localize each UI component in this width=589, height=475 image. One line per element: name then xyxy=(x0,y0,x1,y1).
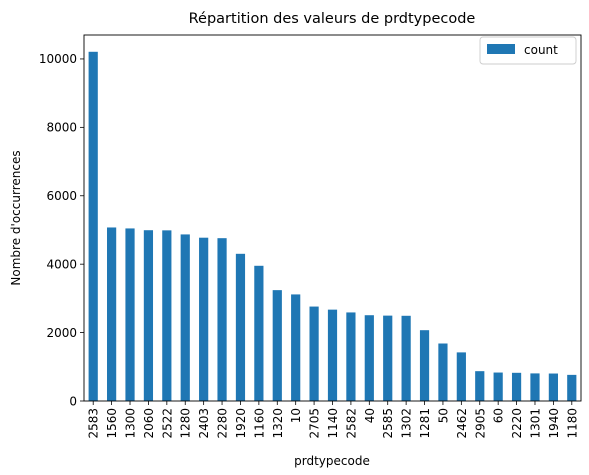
chart-title: Répartition des valeurs de prdtypecode xyxy=(189,11,476,27)
bar-10 xyxy=(291,294,301,401)
y-axis-label: Nombre d'occurrences xyxy=(9,150,23,285)
x-tick-label: 1280 xyxy=(179,408,193,439)
x-tick-label: 1140 xyxy=(326,408,340,439)
bar-2462 xyxy=(456,352,466,401)
x-tick-label: 50 xyxy=(436,408,450,423)
bar-60 xyxy=(493,372,503,401)
x-tick-label: 1281 xyxy=(418,408,432,439)
bar-1280 xyxy=(180,234,190,401)
bar-1920 xyxy=(235,253,246,401)
bar-2280 xyxy=(217,238,227,401)
bar-2220 xyxy=(511,372,522,401)
plot-frame xyxy=(83,34,582,402)
x-tick-label: 60 xyxy=(492,408,506,423)
y-tick-label: 0 xyxy=(69,394,77,408)
y-tick-label: 6000 xyxy=(46,189,77,203)
bar-2403 xyxy=(199,237,209,401)
legend: count xyxy=(479,36,577,65)
x-tick-label: 2705 xyxy=(308,408,322,439)
y-axis-ticks: 0 2000 4000 6000 8000 10000 xyxy=(39,52,84,408)
bar-1140 xyxy=(327,309,338,401)
bar-2905 xyxy=(475,371,485,401)
x-tick-label: 1320 xyxy=(271,408,285,439)
x-tick-label: 1560 xyxy=(105,408,119,439)
x-tick-label: 1180 xyxy=(565,408,579,439)
y-tick-label: 2000 xyxy=(46,326,77,340)
bar-1300 xyxy=(125,228,135,401)
x-tick-label: 2582 xyxy=(344,408,358,439)
x-tick-label: 2585 xyxy=(381,408,395,439)
x-tick-label: 2280 xyxy=(216,408,230,439)
bar-2705 xyxy=(309,306,319,401)
bar-1320 xyxy=(272,290,282,401)
bar-2583 xyxy=(88,51,98,401)
y-tick-label: 10000 xyxy=(39,52,77,66)
bar-50 xyxy=(438,343,448,401)
bar-2582 xyxy=(346,312,356,401)
x-tick-label: 1302 xyxy=(400,408,414,439)
x-tick-label: 2522 xyxy=(160,408,174,439)
x-tick-label: 2403 xyxy=(197,408,211,439)
bar-2522 xyxy=(162,230,172,401)
x-axis-label: prdtypecode xyxy=(294,454,370,468)
x-tick-label: 1920 xyxy=(234,408,248,439)
x-tick-label: 2905 xyxy=(473,408,487,439)
x-axis-ticks: 2583 1560 1300 2060 2522 1280 2403 2280 1920 1160… xyxy=(87,401,579,439)
x-tick-label: 2583 xyxy=(87,408,101,439)
bar-2060 xyxy=(143,230,154,401)
bar-1180 xyxy=(567,374,577,401)
x-tick-label: 1300 xyxy=(124,408,138,439)
y-tick-label: 8000 xyxy=(46,121,77,135)
x-tick-label: 1160 xyxy=(252,408,266,439)
x-tick-label: 40 xyxy=(363,408,377,423)
bar-1281 xyxy=(419,330,430,401)
x-tick-label: 10 xyxy=(289,408,303,423)
bar-1940 xyxy=(548,373,558,401)
bar-40 xyxy=(364,315,374,401)
legend-swatch xyxy=(487,44,515,54)
x-tick-label: 1301 xyxy=(528,408,542,439)
bar-1160 xyxy=(254,265,264,401)
bar-1560 xyxy=(107,227,117,401)
legend-label: count xyxy=(524,43,558,57)
x-tick-label: 1940 xyxy=(547,408,561,439)
x-tick-label: 2220 xyxy=(510,408,524,439)
bar-2585 xyxy=(383,315,393,401)
x-tick-label: 2060 xyxy=(142,408,156,439)
legend-box xyxy=(479,36,577,65)
x-tick-label: 2462 xyxy=(455,408,469,439)
bar-1301 xyxy=(530,373,540,401)
bars-group xyxy=(88,51,577,401)
y-tick-label: 4000 xyxy=(46,257,77,271)
bar-1302 xyxy=(401,315,411,401)
